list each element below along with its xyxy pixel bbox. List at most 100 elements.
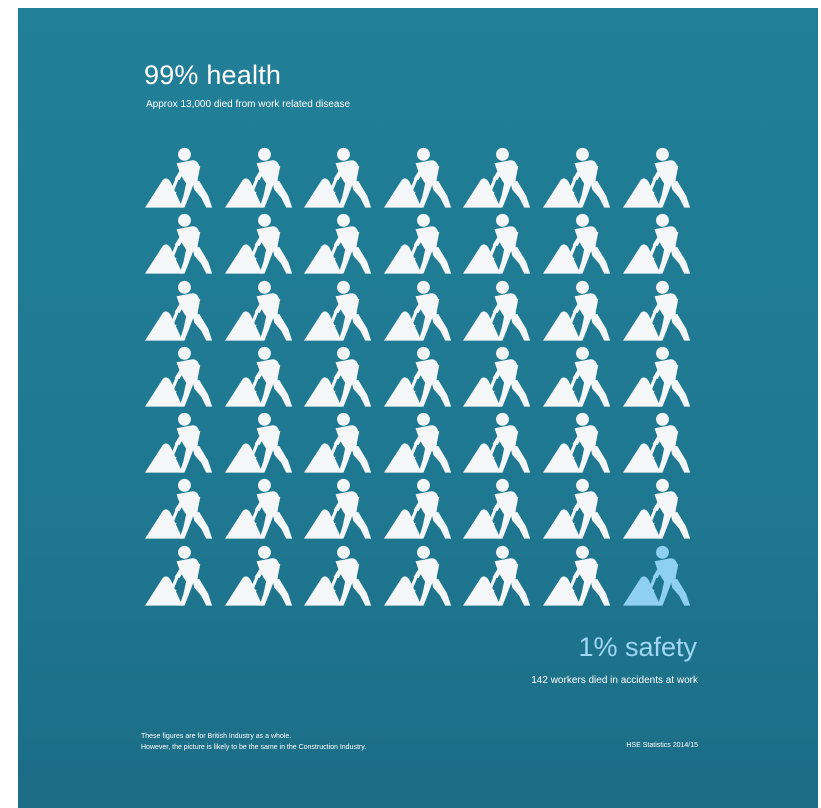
safety-subtitle: 142 workers died in accidents at work [531,675,698,686]
construction-worker-digging-icon [383,413,451,473]
construction-worker-digging-icon [224,214,292,274]
construction-worker-digging-icon [304,147,372,208]
construction-worker-digging-icon [463,545,531,606]
construction-worker-digging-icon [622,346,690,407]
construction-worker-digging-icon [542,147,611,208]
construction-worker-digging-icon [383,214,451,274]
worker-icon [461,345,541,411]
worker-icon [302,279,382,345]
construction-worker-digging-icon [542,280,611,341]
infographic-panel: 99% health Approx 13,000 died from work … [18,8,818,808]
construction-worker-digging-icon [622,479,690,540]
construction-worker-digging-icon [144,280,213,341]
worker-icon [143,146,223,212]
worker-icon [461,212,541,278]
worker-icon [223,544,303,610]
construction-worker-digging-icon [304,545,372,606]
worker-icon [143,544,223,610]
worker-icon [223,477,303,543]
footnote-line-1: These figures are for British Industry a… [141,733,292,740]
construction-worker-digging-icon [224,479,292,540]
worker-icon [143,345,223,411]
construction-worker-digging-icon [144,479,213,540]
construction-worker-digging-icon [622,413,690,473]
construction-worker-digging-icon [304,214,372,274]
construction-worker-digging-icon [542,479,611,540]
worker-icon [382,279,462,345]
construction-worker-digging-icon [622,280,690,341]
worker-icon [541,477,621,543]
worker-icon [461,279,541,345]
construction-worker-digging-icon [304,346,372,407]
health-title: 99% health [144,60,282,90]
worker-icon [382,544,462,610]
worker-icon [621,279,701,345]
worker-icon [621,212,701,278]
construction-worker-digging-icon [383,545,451,606]
worker-icon [382,411,462,477]
construction-worker-digging-icon [383,280,451,341]
worker-icon [302,146,382,212]
worker-icon [541,279,621,345]
construction-worker-digging-icon [224,346,292,407]
construction-worker-digging-icon [224,413,292,473]
construction-worker-digging-icon [463,214,531,274]
worker-icon [143,411,223,477]
construction-worker-digging-icon [542,413,611,473]
worker-icon [302,345,382,411]
worker-icon [143,477,223,543]
construction-worker-digging-icon [622,545,690,606]
worker-icon [382,345,462,411]
construction-worker-digging-icon [144,413,213,473]
worker-icon [382,477,462,543]
worker-icon [541,212,621,278]
construction-worker-digging-icon [383,479,451,540]
construction-worker-digging-icon [144,545,213,606]
construction-worker-digging-icon [304,479,372,540]
worker-icon [541,544,621,610]
construction-worker-digging-icon [383,346,451,407]
construction-worker-digging-icon [304,413,372,473]
construction-worker-digging-icon [463,147,531,208]
construction-worker-digging-icon [622,214,690,274]
worker-icon [223,212,303,278]
footnote: These figures are for British Industry a… [141,731,366,753]
worker-icon [223,411,303,477]
construction-worker-digging-icon [224,147,292,208]
construction-worker-digging-icon [224,280,292,341]
worker-icon [541,411,621,477]
worker-icon [382,146,462,212]
safety-title: 1% safety [578,632,697,662]
construction-worker-digging-icon [304,280,372,341]
construction-worker-digging-icon [224,545,292,606]
worker-icon [382,212,462,278]
worker-icon [461,411,541,477]
construction-worker-digging-icon [542,346,611,407]
construction-worker-digging-icon [463,413,531,473]
worker-pictogram-grid [143,146,700,610]
health-subtitle: Approx 13,000 died from work related dis… [146,99,351,110]
construction-worker-digging-icon [144,346,213,407]
worker-icon [223,146,303,212]
worker-icon-highlighted [621,544,701,610]
worker-icon [621,477,701,543]
worker-icon [541,146,621,212]
worker-icon [143,279,223,345]
worker-icon [621,146,701,212]
construction-worker-digging-icon [383,147,451,208]
construction-worker-digging-icon [542,214,611,274]
construction-worker-digging-icon [144,214,213,274]
construction-worker-digging-icon [463,479,531,540]
footnote-line-2: However, the picture is likely to be the… [141,744,367,751]
worker-icon [223,345,303,411]
worker-icon [302,544,382,610]
worker-icon [302,411,382,477]
construction-worker-digging-icon [463,346,531,407]
worker-icon [223,279,303,345]
worker-icon [143,212,223,278]
worker-icon [461,544,541,610]
worker-icon [621,411,701,477]
source-note: HSE Statistics 2014/15 [626,742,698,749]
construction-worker-digging-icon [463,280,531,341]
worker-icon [541,345,621,411]
